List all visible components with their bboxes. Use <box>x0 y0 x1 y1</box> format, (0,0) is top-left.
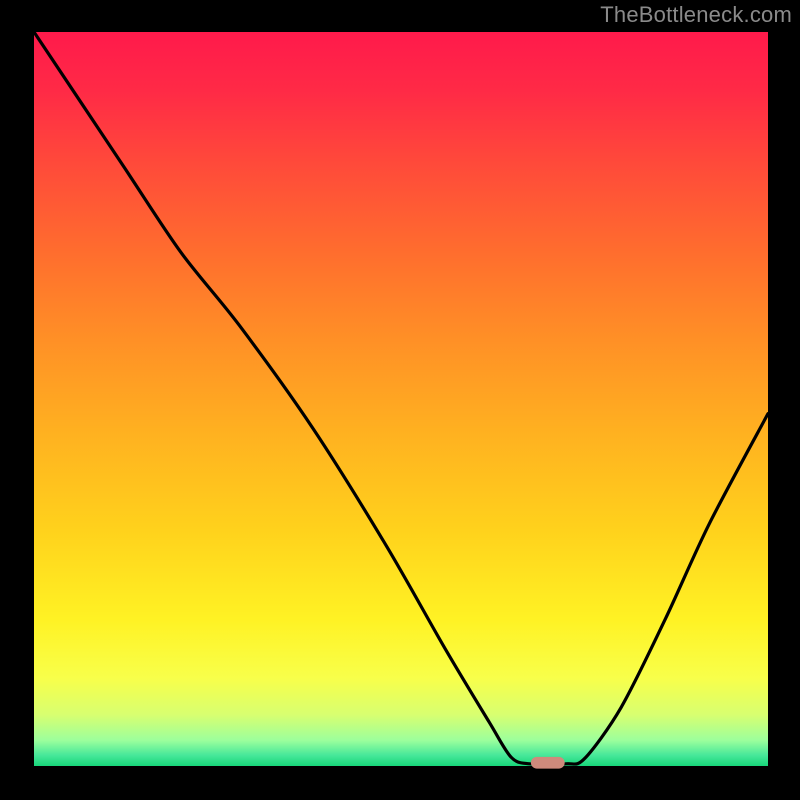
watermark-text: TheBottleneck.com <box>600 2 792 28</box>
optimal-marker <box>531 757 565 769</box>
chart-stage: TheBottleneck.com <box>0 0 800 800</box>
gradient-background <box>34 32 768 766</box>
bottleneck-chart <box>0 0 800 800</box>
